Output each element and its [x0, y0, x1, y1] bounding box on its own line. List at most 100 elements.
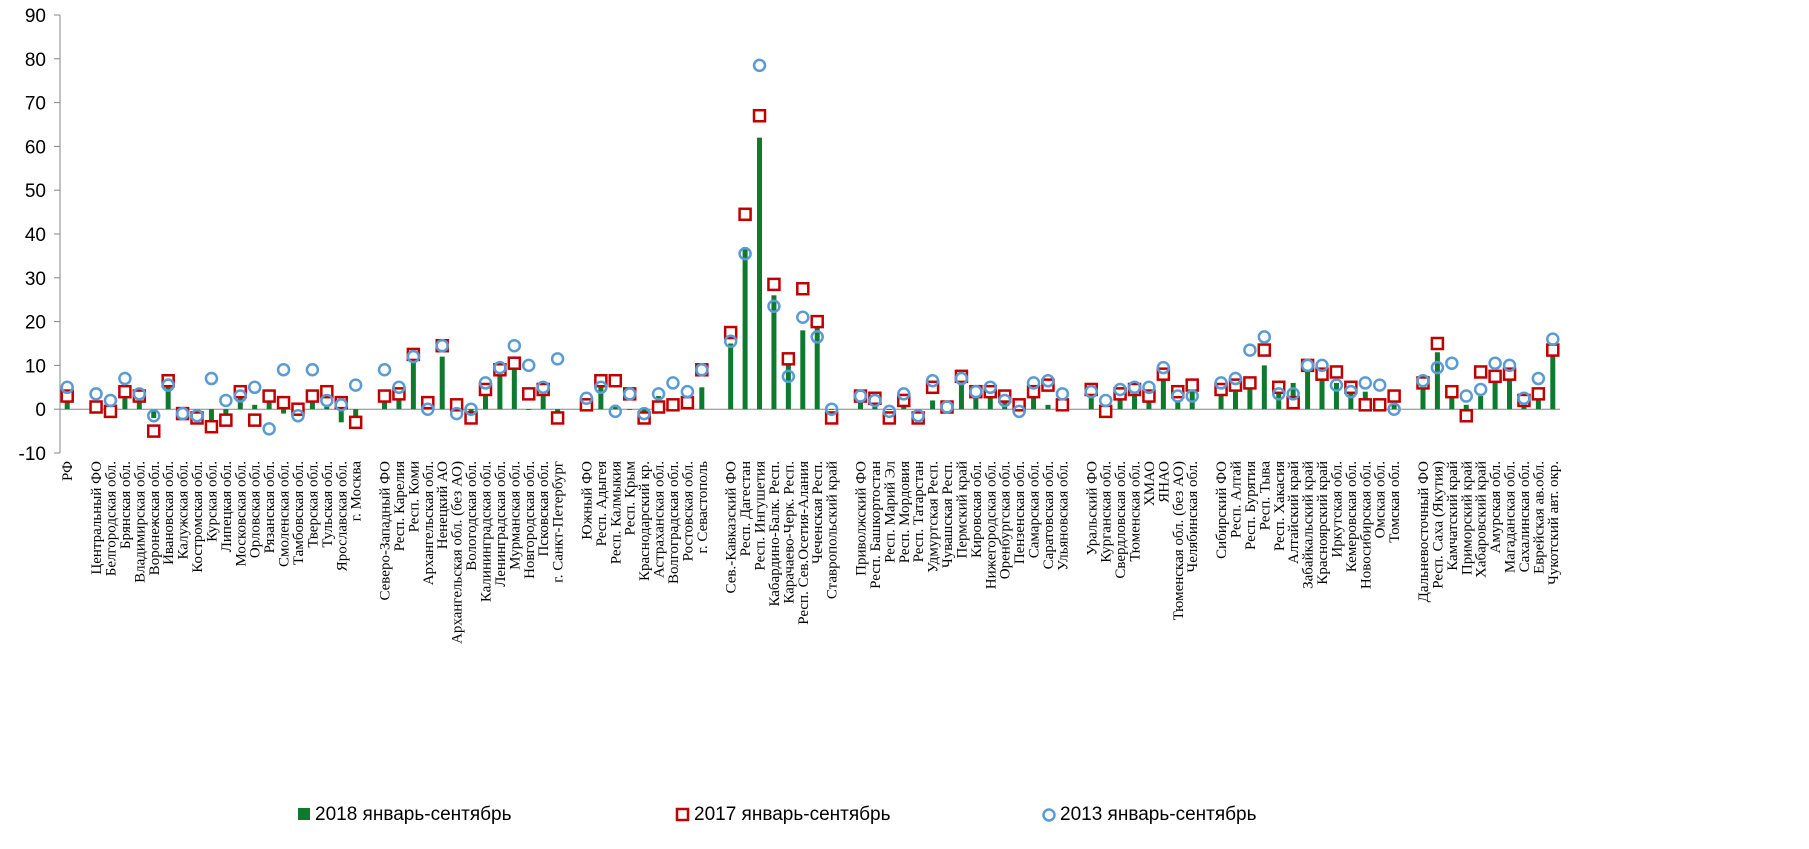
marker-2013: [60, 380, 74, 395]
category-label: Липецкая обл.: [219, 461, 235, 552]
category-label: Белгородская обл.: [103, 461, 119, 576]
bar-2018: [281, 409, 287, 414]
marker-2013: [695, 363, 709, 377]
category-label: Респ. Крым: [623, 460, 639, 535]
marker-2013: [1387, 402, 1401, 416]
marker-2013: [1012, 404, 1026, 419]
y-tick-label: 30: [25, 269, 46, 290]
category-label: Новосибирская обл.: [1358, 461, 1374, 589]
category-label: Курганская обл.: [1099, 461, 1115, 563]
marker-2013: [1142, 380, 1156, 395]
marker-2013: [738, 246, 752, 261]
marker-2013: [637, 406, 651, 421]
category-label: Приморский край: [1459, 461, 1475, 575]
marker-2017: [320, 384, 334, 399]
marker-2013: [392, 380, 406, 395]
bar-2018: [1247, 387, 1253, 410]
marker-2013: [233, 389, 248, 403]
marker-2013: [983, 380, 998, 395]
category-label: Пермский край: [954, 461, 970, 558]
marker-2013: [1243, 343, 1257, 357]
marker-2013: [796, 310, 810, 324]
marker-2013: [147, 409, 161, 423]
category-label: Московская обл.: [233, 461, 249, 567]
series-2018-bars: [64, 137, 1556, 423]
y-tick-label: 10: [25, 356, 46, 377]
category-label: г. Санкт-Петербург: [551, 461, 567, 583]
marker-2013: [305, 363, 320, 377]
category-label: Томская обл.: [1387, 461, 1403, 543]
marker-2017: [1358, 398, 1373, 412]
category-label: Северо-Западный ФО: [378, 461, 394, 601]
marker-2013: [1286, 387, 1300, 401]
category-label: Оренбургская обл.: [998, 461, 1014, 579]
marker-2017: [608, 373, 623, 388]
marker-2013: [1127, 380, 1142, 395]
y-tick-label: 80: [25, 50, 46, 71]
category-label: Ленинградская обл.: [493, 461, 509, 587]
marker-2013: [1185, 389, 1199, 403]
category-label: Чувашская Респ.: [940, 461, 956, 568]
marker-2017: [118, 384, 132, 399]
category-label: Тюменская обл. (без АО): [1171, 461, 1187, 620]
marker-2017: [1502, 367, 1517, 381]
category-label: Тамбовская обл.: [291, 461, 307, 565]
category-label: Пензенская обл.: [1012, 461, 1028, 564]
marker-2017: [651, 400, 666, 414]
bar-2018: [1535, 396, 1541, 410]
category-label: Еврейская ав.обл.: [1531, 461, 1547, 574]
marker-2013: [752, 58, 767, 73]
marker-2013: [1055, 387, 1070, 401]
marker-2013: [464, 402, 478, 416]
category-label: Дальневосточный ФО: [1416, 461, 1432, 602]
marker-2017: [60, 389, 74, 403]
category-label: Респ. Калмыкия: [608, 461, 624, 564]
category-label: Брянская обл.: [118, 461, 134, 549]
category-label: Сев.-Кавказский ФО: [724, 461, 740, 594]
marker-2017: [262, 389, 276, 403]
bar-2018: [1333, 382, 1339, 410]
category-label: Респ. Мордовия: [897, 461, 913, 563]
bar-2018: [396, 396, 402, 410]
marker-2013: [421, 402, 435, 416]
category-label: Орловская обл.: [248, 461, 264, 558]
marker-2013: [1430, 360, 1445, 375]
marker-2017: [1055, 398, 1070, 412]
category-label: Сахалинская обл.: [1517, 461, 1533, 572]
marker-2017: [449, 398, 464, 412]
category-label: Псковская обл.: [536, 461, 552, 557]
marker-2013: [334, 398, 348, 412]
marker-2013: [247, 380, 262, 395]
bar-2018: [482, 396, 488, 410]
bar-2018: [1348, 391, 1354, 410]
marker-2017: [1473, 365, 1488, 379]
bar-2018: [728, 343, 734, 410]
category-label: Амурская обл.: [1488, 461, 1504, 553]
marker-2013: [1445, 356, 1459, 370]
bar-2018: [1232, 391, 1238, 410]
marker-2013: [1257, 330, 1272, 344]
marker-2013: [1546, 332, 1560, 346]
marker-2013: [1171, 389, 1185, 403]
marker-2013: [1502, 358, 1517, 373]
marker-2017: [522, 387, 536, 401]
bar-2018: [1031, 391, 1037, 410]
marker-2013: [478, 376, 493, 390]
bar-2018: [151, 409, 157, 418]
category-label: Краснодарский кр.: [637, 461, 653, 581]
marker-2013: [1416, 373, 1430, 388]
category-label: Ставропольский край: [825, 461, 841, 599]
marker-2013: [435, 338, 449, 353]
marker-2013: [594, 380, 608, 395]
marker-2013: [1329, 378, 1344, 392]
bar-2018: [857, 400, 863, 410]
marker-2017: [89, 400, 103, 414]
category-label: г. Севастополь: [695, 461, 711, 554]
bar-2018: [814, 325, 820, 410]
category-label: Респ. Бурятия: [1243, 461, 1259, 550]
bar-2018: [1492, 382, 1498, 410]
marker-2013: [608, 404, 623, 419]
marker-2013: [1488, 356, 1502, 370]
legend-label-2013: 2013 январь-сентябрь: [1060, 804, 1257, 825]
marker-2017: [1243, 376, 1257, 390]
